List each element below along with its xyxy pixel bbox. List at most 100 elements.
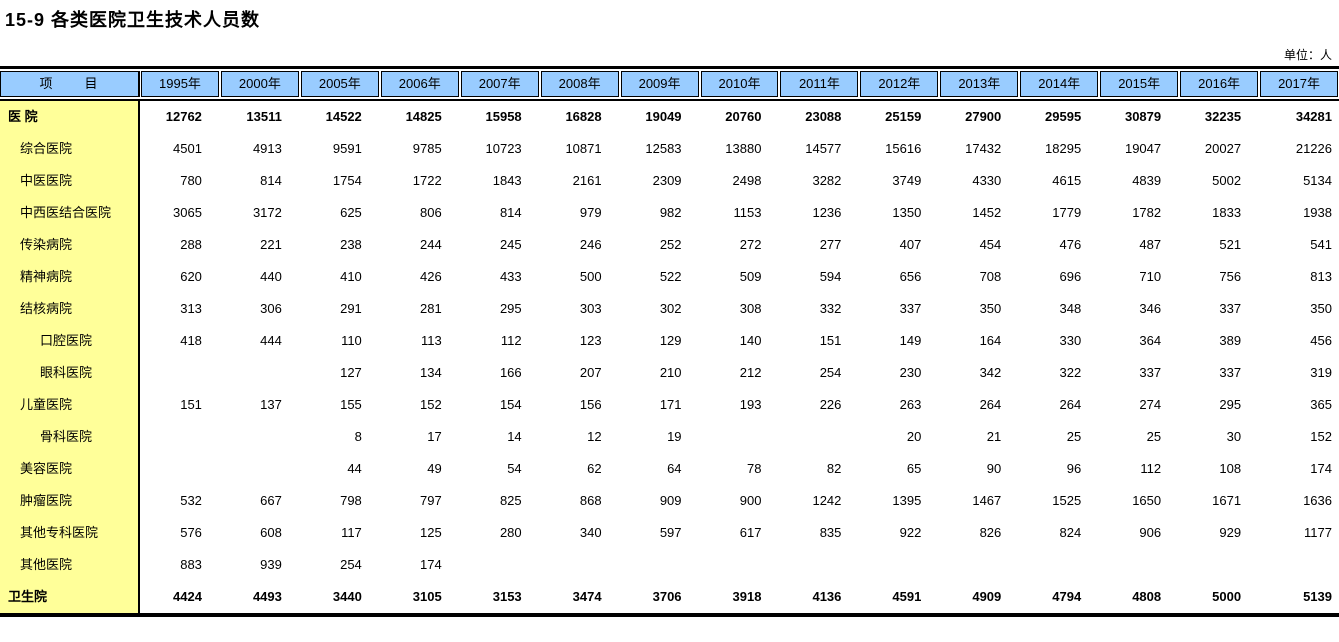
data-cell: 476 <box>1019 229 1100 261</box>
data-cell: 19047 <box>1099 133 1180 165</box>
data-cell: 620 <box>140 261 220 293</box>
data-cell: 246 <box>539 229 620 261</box>
data-cell: 308 <box>699 293 780 325</box>
data-cell: 164 <box>939 325 1020 357</box>
data-cell: 254 <box>779 357 860 389</box>
data-cell: 15958 <box>459 101 540 133</box>
year-column-header: 2017年 <box>1260 71 1338 97</box>
data-cell: 295 <box>459 293 540 325</box>
data-cell: 17 <box>379 421 460 453</box>
row-label: 结核病院 <box>0 293 140 325</box>
data-cell <box>779 421 860 453</box>
data-cell: 127 <box>299 357 380 389</box>
data-cell: 13511 <box>219 101 300 133</box>
data-cell: 576 <box>140 517 220 549</box>
data-cell: 319 <box>1259 357 1339 389</box>
data-cell: 487 <box>1099 229 1180 261</box>
data-cell: 825 <box>459 485 540 517</box>
data-cell: 134 <box>379 357 460 389</box>
row-label: 眼科医院 <box>0 357 140 389</box>
data-cell: 313 <box>140 293 220 325</box>
data-cell: 238 <box>299 229 380 261</box>
data-cell: 90 <box>939 453 1020 485</box>
data-cell: 868 <box>539 485 620 517</box>
data-cell: 117 <box>299 517 380 549</box>
data-cell: 909 <box>619 485 700 517</box>
data-cell: 337 <box>1179 293 1260 325</box>
data-cell: 20027 <box>1179 133 1260 165</box>
year-column-header: 2013年 <box>940 71 1019 97</box>
data-cell: 302 <box>619 293 700 325</box>
data-cell: 8 <box>299 421 380 453</box>
data-cell <box>219 357 300 389</box>
data-cell: 19049 <box>619 101 700 133</box>
data-cell: 522 <box>619 261 700 293</box>
data-cell: 34281 <box>1259 101 1339 133</box>
data-cell: 1650 <box>1099 485 1180 517</box>
data-cell: 21 <box>939 421 1020 453</box>
data-cell: 814 <box>219 165 300 197</box>
item-column-header: 项 目 <box>0 71 140 97</box>
year-column-header: 2016年 <box>1180 71 1259 97</box>
data-cell: 4424 <box>140 581 220 613</box>
data-cell: 264 <box>939 389 1020 421</box>
data-cell: 156 <box>539 389 620 421</box>
data-cell: 14 <box>459 421 540 453</box>
data-cell: 350 <box>1259 293 1339 325</box>
data-cell: 125 <box>379 517 460 549</box>
page-title: 15-9 各类医院卫生技术人员数 <box>5 10 261 30</box>
data-cell: 221 <box>219 229 300 261</box>
row-label: 卫生院 <box>0 581 140 613</box>
data-cell <box>1019 549 1100 581</box>
data-cell: 330 <box>1019 325 1100 357</box>
data-cell: 922 <box>859 517 940 549</box>
data-cell: 322 <box>1019 357 1100 389</box>
data-cell: 1236 <box>779 197 860 229</box>
unit-label: 单位：人 <box>1283 48 1332 62</box>
data-cell: 900 <box>699 485 780 517</box>
data-cell: 20 <box>859 421 940 453</box>
data-cell: 756 <box>1179 261 1260 293</box>
data-cell: 27900 <box>939 101 1020 133</box>
row-label: 肿瘤医院 <box>0 485 140 517</box>
data-cell: 12 <box>539 421 620 453</box>
data-cell: 332 <box>779 293 860 325</box>
data-cell: 3706 <box>619 581 700 613</box>
data-cell: 10723 <box>459 133 540 165</box>
data-cell: 25159 <box>859 101 940 133</box>
data-cell: 625 <box>299 197 380 229</box>
data-cell: 16828 <box>539 101 620 133</box>
data-cell: 4493 <box>219 581 300 613</box>
data-cell: 1177 <box>1259 517 1339 549</box>
data-cell: 166 <box>459 357 540 389</box>
data-cell: 140 <box>699 325 780 357</box>
data-cell: 112 <box>1099 453 1180 485</box>
data-cell: 4909 <box>939 581 1020 613</box>
data-cell: 2161 <box>539 165 620 197</box>
data-cell: 3153 <box>459 581 540 613</box>
data-cell: 939 <box>219 549 300 581</box>
table-body: 医 院 12762 13511 14522 14825 15958 16828 19049 20… <box>0 101 1339 613</box>
data-cell: 2309 <box>619 165 700 197</box>
row-label: 口腔医院 <box>0 325 140 357</box>
data-cell: 433 <box>459 261 540 293</box>
data-cell <box>699 421 780 453</box>
data-cell: 4330 <box>939 165 1020 197</box>
row-label: 儿童医院 <box>0 389 140 421</box>
data-cell: 9785 <box>379 133 460 165</box>
data-cell: 594 <box>779 261 860 293</box>
data-cell: 32235 <box>1179 101 1260 133</box>
year-column-header: 2011年 <box>780 71 859 97</box>
data-cell: 295 <box>1179 389 1260 421</box>
data-cell: 1938 <box>1259 197 1339 229</box>
data-cell: 1350 <box>859 197 940 229</box>
data-cell: 2498 <box>699 165 780 197</box>
data-cell: 806 <box>379 197 460 229</box>
data-cell: 1636 <box>1259 485 1339 517</box>
data-cell: 418 <box>140 325 220 357</box>
data-cell: 82 <box>779 453 860 485</box>
data-cell: 54 <box>459 453 540 485</box>
data-cell: 342 <box>939 357 1020 389</box>
data-cell: 30 <box>1179 421 1260 453</box>
data-cell: 174 <box>379 549 460 581</box>
